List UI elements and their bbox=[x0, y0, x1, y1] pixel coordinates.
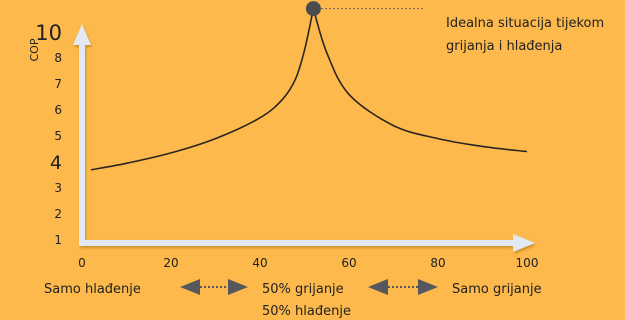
mode-label-cooling-only: Samo hlađenje bbox=[44, 282, 141, 297]
y-tick-label: 8 bbox=[54, 51, 62, 65]
peak-annotation-line2: grijanja i hlađenja bbox=[446, 39, 562, 54]
x-axis-arrow bbox=[513, 234, 535, 252]
x-tick-label: 40 bbox=[252, 256, 267, 270]
x-tick-label: 60 bbox=[341, 256, 356, 270]
peak-marker bbox=[305, 1, 321, 17]
peak-annotation-line1: Idealna situacija tijekom bbox=[446, 16, 604, 31]
y-tick-label: 4 bbox=[50, 152, 62, 174]
y-tick-label: 2 bbox=[54, 207, 62, 221]
y-axis-title: COP bbox=[28, 38, 41, 61]
x-tick-label: 0 bbox=[78, 256, 86, 270]
left-double-arrow-icon bbox=[180, 279, 248, 295]
y-tick-label: 1 bbox=[54, 233, 62, 247]
right-double-arrow-icon bbox=[368, 279, 438, 295]
x-tick-label: 80 bbox=[430, 256, 445, 270]
x-tick-label: 20 bbox=[163, 256, 178, 270]
mode-label-center-line1: 50% grijanje bbox=[262, 282, 344, 297]
mode-label-center-line2: 50% hlađenje bbox=[262, 304, 351, 319]
y-tick-label: 10 bbox=[35, 21, 62, 45]
x-tick-label: 100 bbox=[516, 256, 539, 270]
x-ticks: 0 20 40 60 80 100 bbox=[78, 256, 538, 270]
y-tick-label: 3 bbox=[54, 181, 62, 195]
y-ticks: 1 2 3 4 5 6 7 8 10 bbox=[35, 21, 62, 247]
y-tick-label: 7 bbox=[54, 77, 62, 91]
axes bbox=[73, 24, 535, 252]
y-tick-label: 5 bbox=[54, 129, 62, 143]
cop-curve bbox=[90, 8, 528, 171]
mode-label-heating-only: Samo grijanje bbox=[452, 282, 542, 297]
y-axis-arrow bbox=[73, 24, 91, 45]
y-tick-label: 6 bbox=[54, 103, 62, 117]
